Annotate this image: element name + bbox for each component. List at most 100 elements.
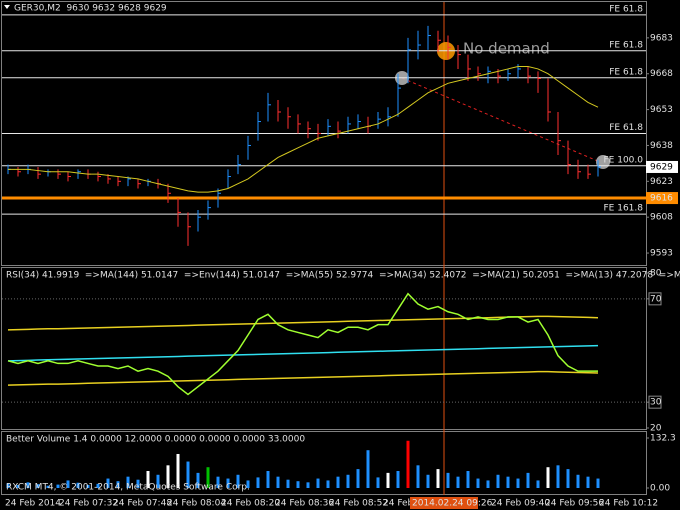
volume-bar	[566, 469, 570, 488]
volume-bar	[596, 478, 600, 488]
footer: RXCM MT4, © 2001-2014, MetaQuotes Softwa…	[6, 483, 250, 493]
annotation: No demand	[463, 40, 550, 58]
volume-bar	[36, 484, 40, 488]
support-label: 9616	[650, 194, 673, 204]
last-label: 9629	[650, 162, 673, 172]
x-tick-label: 24 Feb	[383, 499, 414, 509]
support-box	[646, 192, 678, 205]
cursor-box	[410, 497, 478, 509]
volume-bar	[436, 469, 440, 488]
fe-label: FE 61.8	[609, 67, 643, 77]
volume-bar	[106, 478, 110, 488]
volume-title: Better Volume 1.4 0.0000 12.0000 0.0000 …	[6, 435, 305, 445]
volume-bar	[336, 476, 340, 488]
volume-bar	[256, 477, 260, 488]
last-box	[646, 160, 678, 173]
volume-bar	[296, 481, 300, 488]
tick-box	[648, 395, 662, 409]
x-tick-label: 24 Feb 08:20	[221, 499, 280, 509]
volume-bar	[426, 474, 430, 488]
moving-average	[8, 66, 599, 193]
y-tick-label: 70	[650, 294, 662, 304]
volume-bar	[326, 480, 330, 488]
volume-bar	[586, 476, 590, 488]
volume-bar	[356, 469, 360, 488]
volume-bar	[486, 480, 490, 488]
cursor-label: 2014.02.24 09:26	[412, 499, 493, 509]
volume-bar	[16, 484, 20, 488]
volume-bar	[76, 482, 80, 488]
indicator-line	[7, 315, 599, 331]
volume-bar	[556, 465, 560, 488]
x-tick-label: 24 Feb 07:48	[113, 499, 172, 509]
volume-bar	[86, 484, 90, 488]
y-tick-label: 9638	[650, 141, 673, 151]
volume-bar	[516, 478, 520, 488]
volume-bar	[526, 472, 530, 488]
y-tick-label: 9683	[650, 33, 673, 43]
fe-label: FE 61.8	[609, 123, 643, 133]
fe-label: FE 61.8	[609, 4, 643, 14]
volume-bar	[246, 480, 250, 488]
x-tick-label: 24 Feb 08:52	[329, 499, 388, 509]
y-tick-label: 0.00	[650, 484, 670, 494]
rsi-panel-frame	[1, 267, 647, 430]
x-tick-label: 24 Feb 2014	[5, 499, 61, 509]
price-title: GER30,M2 9630 9632 9628 9629	[14, 4, 167, 14]
y-tick-label: 80	[650, 269, 662, 279]
volume-bar	[6, 483, 10, 488]
volume-bar	[456, 476, 460, 488]
x-tick-label: 24 Feb 10:12	[599, 499, 658, 509]
x-tick-label: 24 Feb 08:36	[275, 499, 334, 509]
volume-bar	[316, 478, 320, 488]
volume-bar	[276, 476, 280, 488]
volume-bar	[176, 453, 180, 488]
y-tick-label: 30	[650, 398, 662, 408]
menu-arrow[interactable]	[4, 5, 10, 9]
y-tick-label: 9608	[650, 213, 673, 223]
x-tick-label: 24 Feb 07:32	[59, 499, 118, 509]
volume-bar	[116, 481, 120, 488]
y-tick-label: 132.3	[650, 434, 676, 444]
volume-bar	[386, 472, 390, 488]
volume-bar	[186, 461, 190, 488]
volume-bar	[226, 478, 230, 488]
y-tick-label: 20	[650, 424, 662, 434]
volume-bar	[406, 440, 410, 488]
volume-bar	[236, 474, 240, 488]
volume-bar	[196, 472, 200, 488]
y-tick-label: 9653	[650, 105, 673, 115]
volume-bar	[286, 479, 290, 488]
volume-bar	[166, 465, 170, 488]
volume-bar	[346, 474, 350, 488]
volume-bar	[446, 472, 450, 488]
volume-bar	[506, 476, 510, 488]
panel-frames	[1, 1, 647, 495]
indicator-line	[7, 344, 599, 362]
volume-bar	[466, 470, 470, 488]
volume-bar	[46, 485, 50, 488]
volume-bar	[136, 479, 140, 488]
volume-bar	[156, 474, 160, 488]
volume-bar	[366, 450, 370, 488]
volume-bar	[96, 483, 100, 488]
price-panel-frame	[1, 1, 647, 266]
tick-box	[648, 292, 662, 306]
volume-bar	[496, 474, 500, 488]
x-tick-label: 24 Feb 09:56	[545, 499, 604, 509]
volume-bar	[26, 482, 30, 488]
x-tick-label: 24 Feb 08:04	[167, 499, 226, 509]
y-tick-label: 9593	[650, 249, 673, 259]
volume-bar	[126, 476, 130, 488]
volume-bar	[266, 470, 270, 488]
y-tick-label: 9623	[650, 177, 673, 187]
volume-panel-frame	[1, 431, 647, 495]
volume-bar	[576, 474, 580, 488]
volume-bar	[56, 484, 60, 488]
volume-bar	[66, 480, 70, 488]
rsi-title: RSI(34) 41.9919 =>MA(144) 51.0147 =>Env(…	[6, 271, 680, 281]
volume-bar	[546, 467, 550, 488]
volume-bar	[216, 476, 220, 488]
y-tick-label: 9668	[650, 69, 673, 79]
